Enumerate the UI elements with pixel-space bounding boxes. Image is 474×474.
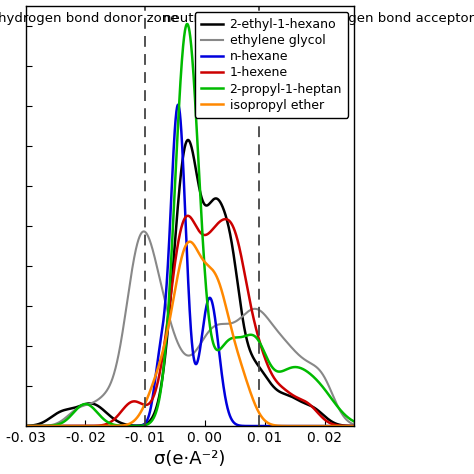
1-hexene	[23, 423, 28, 429]
Line: ethylene glycol: ethylene glycol	[26, 231, 355, 426]
1-hexene	[352, 423, 357, 429]
n-hexane	[345, 423, 351, 429]
Line: 2-ethyl-1-hexano: 2-ethyl-1-hexano	[26, 140, 355, 426]
2-propyl-1-heptan	[149, 418, 155, 424]
2-propyl-1-heptan	[352, 419, 357, 425]
isopropyl ether	[345, 423, 351, 429]
1-hexene	[185, 213, 191, 219]
Text: neutral zone: neutral zone	[163, 12, 247, 25]
2-ethyl-1-hexano	[310, 404, 316, 410]
n-hexane	[310, 423, 316, 429]
Legend: 2-ethyl-1-hexano, ethylene glycol, n-hexane, 1-hexene, 2-propyl-1-heptan, isopro: 2-ethyl-1-hexano, ethylene glycol, n-hex…	[194, 12, 348, 118]
Line: 1-hexene: 1-hexene	[26, 216, 355, 426]
n-hexane	[23, 423, 28, 429]
isopropyl ether	[80, 423, 85, 429]
2-propyl-1-heptan	[163, 338, 169, 344]
2-ethyl-1-hexano	[60, 408, 66, 413]
Line: n-hexane: n-hexane	[26, 105, 355, 426]
isopropyl ether	[60, 423, 66, 429]
1-hexene	[163, 330, 169, 336]
ethylene glycol	[80, 403, 85, 409]
ethylene glycol	[163, 302, 169, 308]
isopropyl ether	[23, 423, 28, 429]
2-ethyl-1-hexano	[149, 416, 155, 421]
n-hexane	[163, 291, 169, 296]
Line: 2-propyl-1-heptan: 2-propyl-1-heptan	[26, 24, 355, 426]
ethylene glycol	[60, 417, 66, 422]
isopropyl ether	[352, 423, 357, 429]
2-propyl-1-heptan	[23, 423, 28, 429]
n-hexane	[60, 423, 66, 429]
n-hexane	[80, 423, 85, 429]
2-propyl-1-heptan	[345, 415, 351, 420]
2-propyl-1-heptan	[60, 419, 66, 425]
2-ethyl-1-hexano	[23, 423, 28, 429]
1-hexene	[60, 423, 66, 429]
ethylene glycol	[141, 228, 146, 234]
2-ethyl-1-hexano	[163, 346, 169, 351]
Line: isopropyl ether: isopropyl ether	[26, 242, 355, 426]
1-hexene	[345, 423, 351, 429]
1-hexene	[149, 397, 155, 403]
isopropyl ether	[163, 335, 169, 341]
2-propyl-1-heptan	[310, 373, 316, 379]
ethylene glycol	[23, 423, 28, 429]
n-hexane	[175, 102, 181, 108]
2-ethyl-1-hexano	[345, 423, 351, 428]
2-ethyl-1-hexano	[80, 402, 85, 408]
n-hexane	[352, 423, 357, 429]
n-hexane	[149, 400, 155, 406]
ethylene glycol	[345, 418, 351, 424]
2-propyl-1-heptan	[184, 21, 190, 27]
1-hexene	[80, 423, 85, 429]
1-hexene	[310, 404, 316, 410]
2-ethyl-1-hexano	[185, 137, 191, 143]
ethylene glycol	[149, 244, 155, 250]
isopropyl ether	[310, 423, 316, 429]
ethylene glycol	[352, 422, 357, 428]
Text: hydrogen bond acceptor: hydrogen bond acceptor	[310, 12, 474, 25]
isopropyl ether	[187, 239, 192, 245]
Text: hydrogen bond donor zone: hydrogen bond donor zone	[0, 12, 179, 25]
X-axis label: σ(e·A⁻²): σ(e·A⁻²)	[155, 450, 226, 468]
2-propyl-1-heptan	[80, 402, 85, 408]
2-ethyl-1-hexano	[352, 423, 357, 429]
isopropyl ether	[149, 384, 155, 390]
ethylene glycol	[310, 362, 316, 367]
